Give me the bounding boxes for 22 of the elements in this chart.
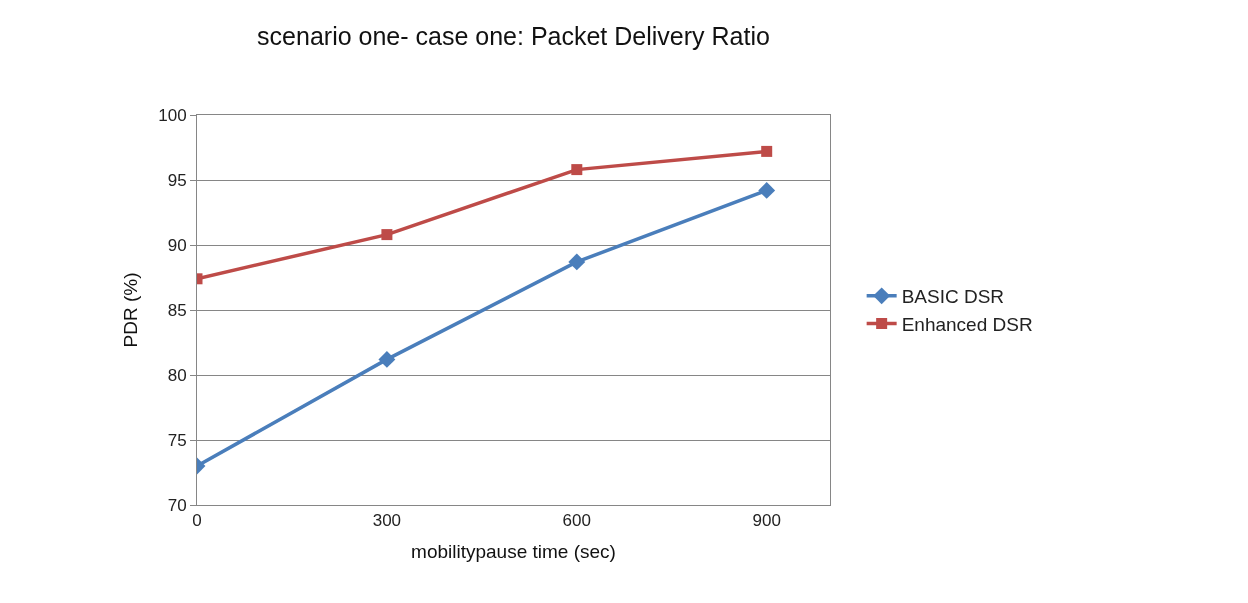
x-tick-label: 0 [192,511,202,531]
point [758,181,776,199]
point [571,164,583,176]
y-tick-label: 75 [167,430,187,450]
y-axis-title: PDR (%) [120,272,142,348]
legend-label: Enhanced DSR [901,313,1033,335]
point [378,350,396,368]
y-tick-label: 80 [167,365,187,385]
x-tick-label: 900 [752,511,781,531]
point [381,229,393,241]
point [568,253,586,271]
x-tick-label: 600 [562,511,591,531]
legend-label: BASIC DSR [901,286,1005,308]
chart-title: scenario one- case one: Packet Delivery Ratio [257,21,770,50]
y-tick-label: 100 [158,105,187,125]
x-axis-title: mobilitypause time (sec) [411,541,616,563]
y-tick-label: 90 [167,235,187,255]
y-tick-label: 85 [167,300,187,320]
y-tick-label: 70 [167,495,187,515]
y-tick-label: 95 [167,170,187,190]
x-tick-label: 300 [372,511,402,531]
point [761,145,773,157]
